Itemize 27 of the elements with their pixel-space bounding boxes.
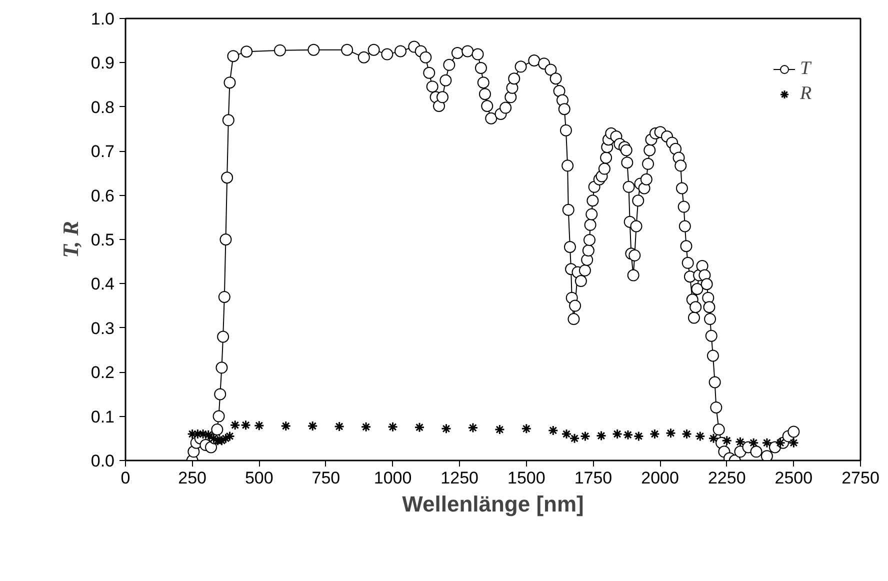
x-tick-label: 2250	[708, 468, 746, 488]
x-tick-label: 1500	[508, 468, 546, 488]
y-tick-label: 0.6	[90, 186, 115, 206]
y-tick-label: 0.9	[90, 54, 115, 73]
y-tick-label: 0.4	[90, 274, 115, 294]
x-tick-label: 250	[178, 468, 207, 488]
y-tick-label: 0.1	[90, 407, 115, 426]
y-tick-label: 0.5	[90, 230, 115, 250]
x-tick-label: 2500	[774, 468, 813, 488]
y-tick-label: 0.2	[90, 363, 115, 382]
x-tick-label: 500	[244, 468, 274, 488]
x-tick-label: 2000	[641, 468, 679, 488]
x-tick-label: 750	[312, 468, 340, 488]
y-tick-label: 0.0	[90, 452, 115, 470]
y-tick-label: 0.3	[90, 318, 115, 338]
x-tick-label: 1750	[574, 468, 612, 488]
y-tick-label: 0.8	[90, 98, 115, 117]
legend-label: T	[800, 58, 813, 80]
x-tick-label: 1000	[374, 468, 412, 488]
x-axis-title: Wellenlänge [nm]	[402, 492, 584, 516]
x-tick-label: 2750	[842, 468, 880, 488]
x-tick-label: 1250	[440, 468, 479, 488]
y-axis-title: T, R	[58, 220, 83, 258]
x-tick-label: 0	[120, 468, 130, 488]
legend-label: R	[800, 83, 813, 105]
y-tick-label: 1.0	[90, 10, 115, 28]
y-tick-label: 0.7	[90, 142, 115, 162]
